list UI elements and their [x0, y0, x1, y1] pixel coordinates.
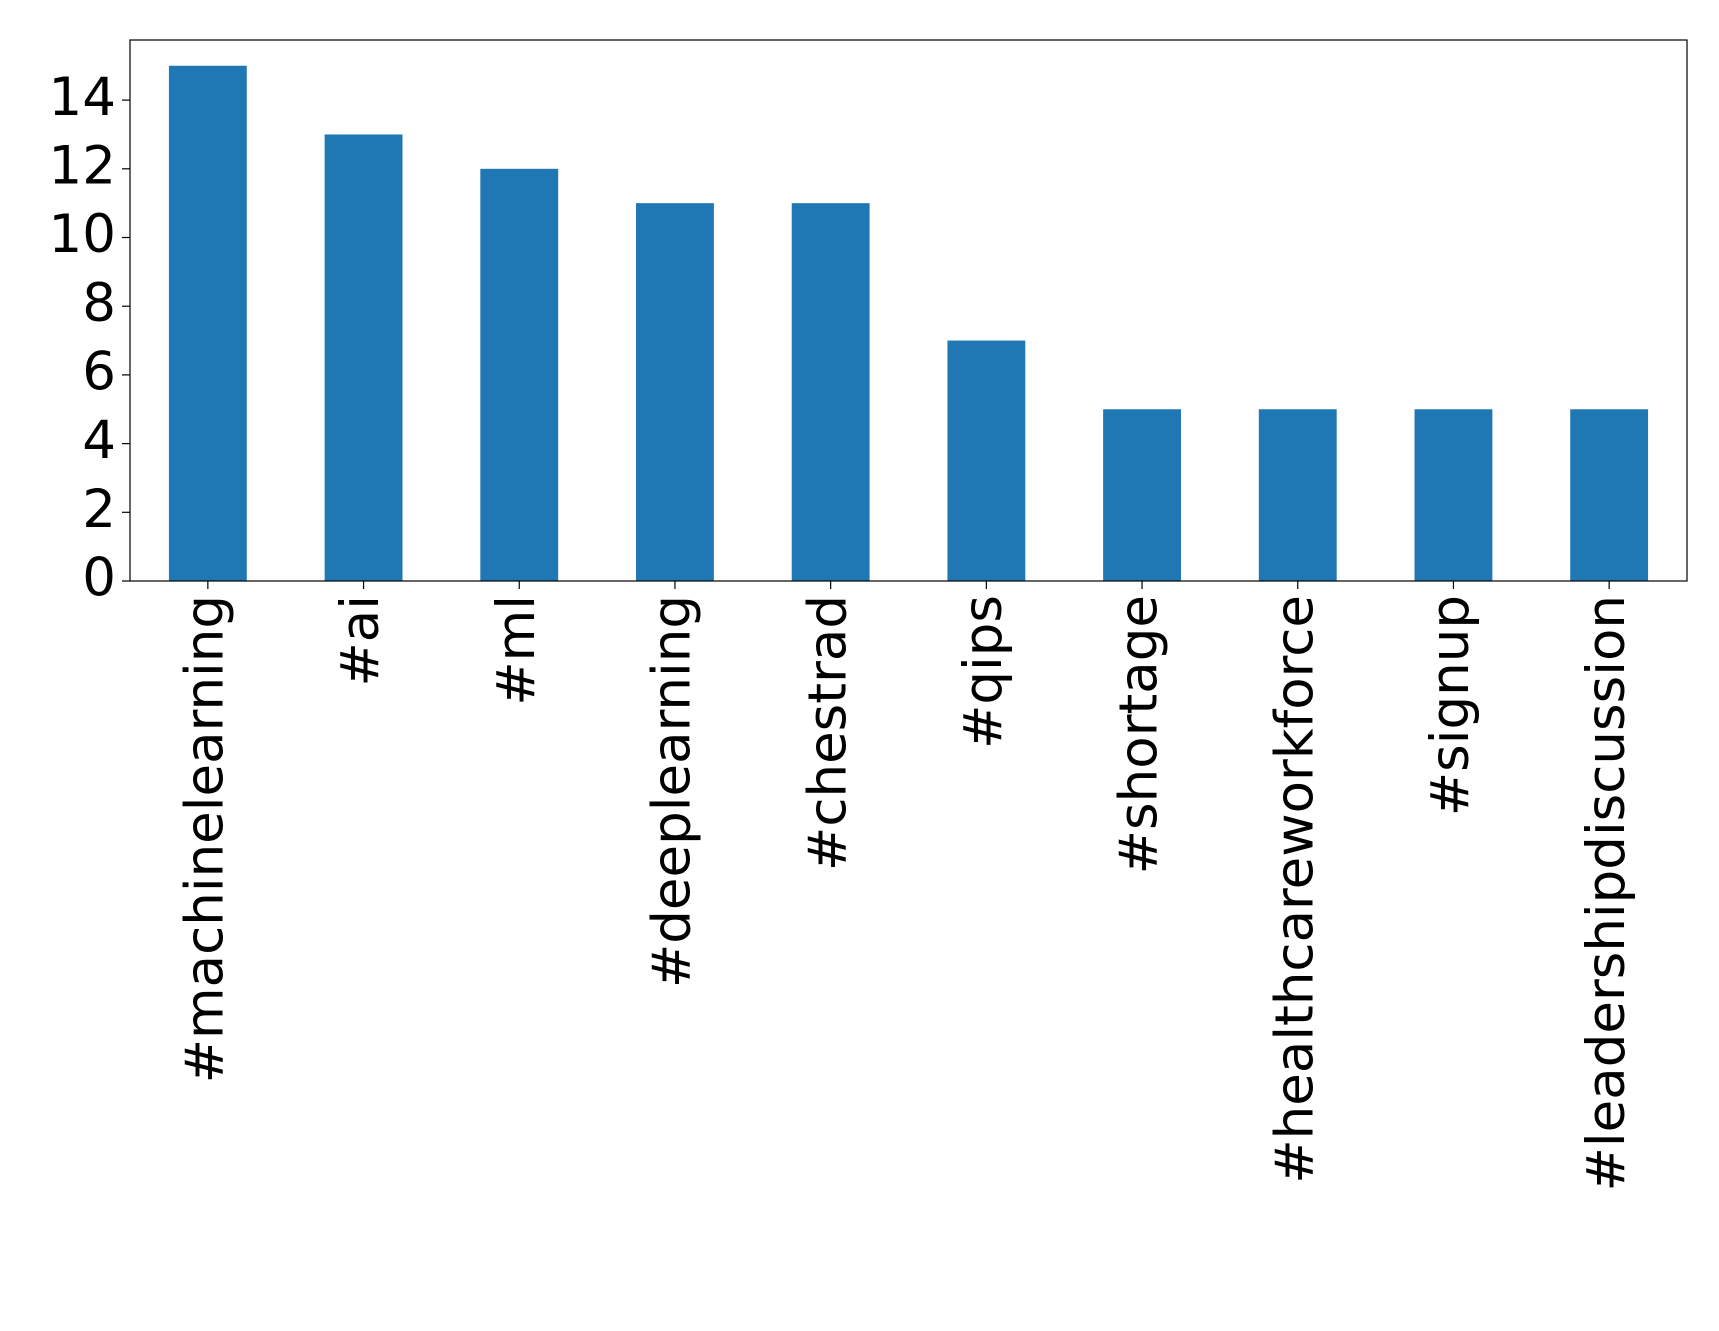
- x-tick-label: #qips: [953, 595, 1014, 749]
- x-tick-label: #ai: [330, 595, 391, 687]
- bar: [480, 168, 559, 582]
- x-tick-label: #deeplearning: [642, 595, 703, 988]
- bar: [947, 340, 1026, 581]
- bar: [168, 65, 247, 581]
- x-tick-label: #leadershipdiscussion: [1576, 595, 1637, 1192]
- x-tick-label: #chestrad: [797, 595, 858, 871]
- y-tick-label: 4: [82, 410, 116, 471]
- plot-frame: [129, 39, 1688, 582]
- x-tick-label: #ml: [486, 595, 547, 706]
- bar: [791, 203, 870, 581]
- y-tick-label: 8: [82, 273, 116, 334]
- x-tick-label: #shortage: [1109, 595, 1170, 874]
- y-tick-label: 6: [82, 342, 116, 403]
- y-tick-label: 14: [49, 67, 116, 128]
- bar: [636, 203, 714, 581]
- bar: [324, 134, 403, 581]
- bar: [1103, 409, 1181, 581]
- bar: [1414, 409, 1493, 581]
- y-tick-label: 0: [82, 548, 116, 609]
- y-tick-label: 10: [49, 204, 116, 265]
- y-tick-label: 2: [82, 479, 116, 540]
- bar: [1258, 409, 1337, 581]
- x-tick-label: #signup: [1420, 595, 1481, 816]
- x-tick-label: #healthcareworkforce: [1264, 595, 1325, 1184]
- x-tick-label: #machinelearning: [174, 595, 235, 1083]
- y-tick-label: 12: [49, 135, 116, 196]
- bar: [1570, 409, 1649, 581]
